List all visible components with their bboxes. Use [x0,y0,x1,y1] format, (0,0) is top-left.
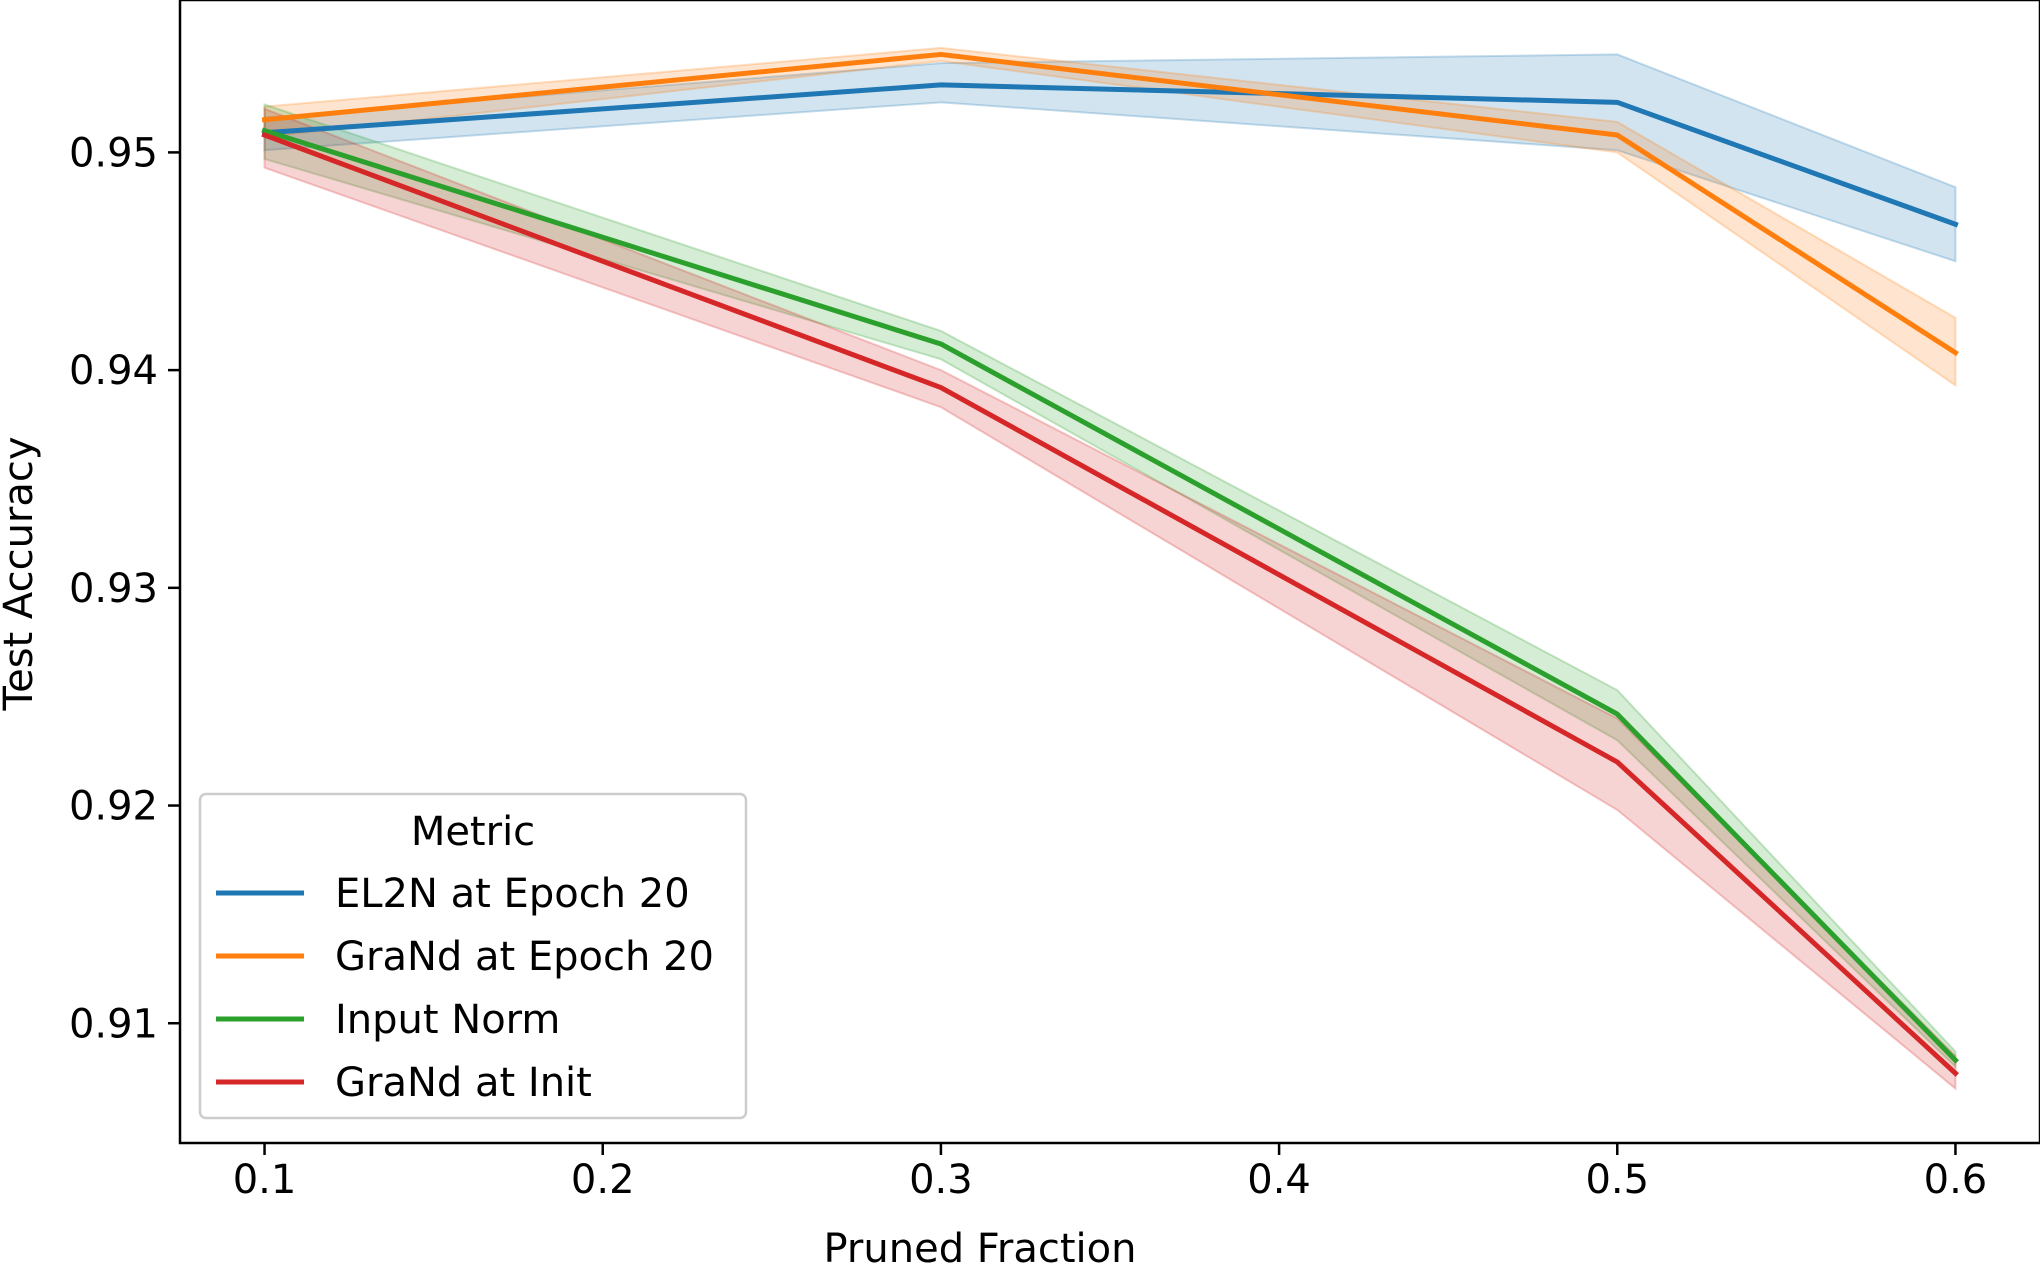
legend-box [198,792,748,1120]
y-axis-label: Test Accuracy [0,436,42,711]
x-axis-label: Pruned Fraction [824,1226,1137,1271]
x-tick-label: 0.5 [1585,1157,1649,1203]
x-tick-label: 0.4 [1247,1157,1311,1203]
y-axis-ticks: 0.91 0.92 0.93 0.94 0.95 [69,130,180,1047]
series-line-3 [261,131,1959,1077]
y-tick-label: 0.94 [69,348,158,394]
x-tick-label: 0.2 [571,1157,635,1203]
confidence-band-3 [263,107,1957,1091]
y-tick-label: 0.95 [69,130,158,176]
plot-frame [178,0,2040,1145]
legend-title: Metric [411,809,535,855]
legend-entry-label: Input Norm [335,997,560,1043]
x-tick-label: 0.1 [233,1157,297,1203]
x-tick-label: 0.6 [1924,1157,1988,1203]
x-axis-ticks: 0.1 0.2 0.3 0.4 0.5 0.6 [233,1143,1988,1203]
confidence-band-1 [263,46,1957,388]
series-line-1 [261,51,1959,357]
legend: Metric EL2N at Epoch 20 GraNd at Epoch 20… [198,792,748,1120]
confidence-band-0 [263,53,1957,263]
y-tick-label: 0.91 [69,1001,158,1047]
y-tick-label: 0.93 [69,566,158,612]
y-tick-label: 0.92 [69,784,158,830]
legend-entries: EL2N at Epoch 20 GraNd at Epoch 20 Input N… [216,871,714,1106]
x-tick-label: 0.3 [909,1157,973,1203]
series-lines [261,51,1959,1077]
legend-entry-label: GraNd at Epoch 20 [335,934,714,980]
legend-entry-label: EL2N at Epoch 20 [335,871,690,917]
series-line-2 [261,127,1959,1064]
legend-entry-label: GraNd at Init [335,1060,592,1106]
